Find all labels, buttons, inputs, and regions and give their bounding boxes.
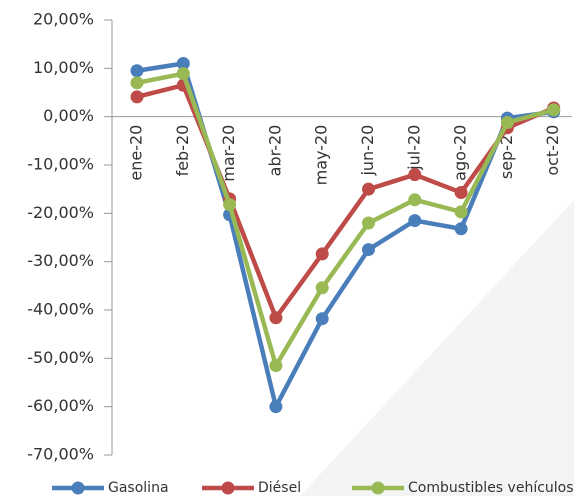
data-point (454, 186, 468, 200)
data-point (362, 182, 375, 196)
data-point (130, 64, 144, 78)
data-point (130, 90, 144, 104)
data-point (176, 67, 190, 81)
data-point (408, 168, 422, 182)
legend-marker (71, 481, 85, 495)
x-tick-label: abr-20 (265, 125, 284, 177)
legend-marker (371, 481, 385, 495)
data-point (176, 57, 190, 70)
y-tick-label: -70,00% (27, 445, 94, 464)
data-point (269, 311, 283, 325)
y-tick-label: 20,00% (33, 10, 94, 29)
data-point (408, 214, 422, 228)
data-point (454, 205, 468, 219)
y-tick-label: -40,00% (27, 300, 94, 319)
legend-label: Gasolina (108, 480, 169, 496)
x-tick-label: oct-20 (543, 125, 562, 176)
x-tick-label: may-20 (312, 125, 331, 186)
x-tick-label: jun-20 (358, 125, 377, 177)
x-tick-label: ene-20 (127, 125, 146, 181)
data-point (269, 400, 283, 414)
data-point (454, 222, 468, 236)
x-tick-label: mar-20 (219, 125, 238, 182)
x-tick-label: feb-20 (173, 125, 192, 177)
y-tick-label: 10,00% (33, 58, 94, 77)
legend-label: Combustibles vehículos (408, 480, 574, 496)
data-point (315, 247, 329, 261)
x-tick-label: jul-20 (404, 125, 423, 171)
y-tick-label: -60,00% (27, 396, 94, 415)
legend-marker (221, 481, 235, 495)
y-tick-label: -20,00% (27, 203, 94, 222)
data-point (500, 115, 514, 129)
data-point (315, 281, 329, 295)
data-point (547, 103, 561, 117)
data-point (315, 312, 329, 326)
y-tick-label: 0,00% (43, 106, 94, 125)
y-tick-label: -30,00% (27, 251, 94, 270)
y-tick-label: -10,00% (27, 155, 94, 174)
data-point (362, 216, 375, 230)
data-point (130, 76, 144, 90)
x-tick-label: ago-20 (451, 125, 470, 181)
legend-label: Diésel (258, 480, 301, 496)
data-point (223, 198, 237, 212)
data-point (269, 359, 283, 373)
data-point (408, 193, 422, 207)
y-tick-label: -50,00% (27, 348, 94, 367)
data-point (362, 243, 375, 257)
background-shape (300, 200, 574, 496)
series-line (136, 71, 555, 368)
